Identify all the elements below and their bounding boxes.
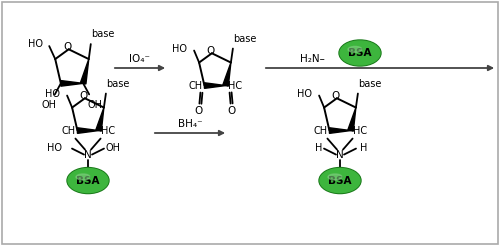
Text: HO: HO xyxy=(47,143,62,153)
Ellipse shape xyxy=(67,168,109,194)
Text: O: O xyxy=(332,91,340,101)
Polygon shape xyxy=(330,128,350,133)
Text: IO₄⁻: IO₄⁻ xyxy=(130,54,150,64)
Text: HO: HO xyxy=(45,89,60,99)
Ellipse shape xyxy=(76,174,90,180)
Text: O: O xyxy=(228,106,235,116)
Text: N: N xyxy=(84,150,92,160)
Polygon shape xyxy=(78,128,98,133)
FancyBboxPatch shape xyxy=(2,2,498,244)
Polygon shape xyxy=(96,108,104,131)
Text: HO: HO xyxy=(297,89,312,99)
Text: HO: HO xyxy=(28,39,43,49)
Text: base: base xyxy=(233,33,256,44)
Polygon shape xyxy=(80,59,89,84)
Ellipse shape xyxy=(319,168,361,194)
Polygon shape xyxy=(348,108,356,131)
Text: OH: OH xyxy=(106,143,121,153)
Text: HC: HC xyxy=(228,80,241,91)
Ellipse shape xyxy=(320,169,360,193)
Text: H₂N–: H₂N– xyxy=(300,54,325,64)
Text: O: O xyxy=(194,106,202,116)
Polygon shape xyxy=(204,83,226,88)
Text: BSA: BSA xyxy=(348,48,372,58)
Text: CH: CH xyxy=(314,125,328,136)
Polygon shape xyxy=(223,62,231,86)
Text: OH: OH xyxy=(42,100,56,110)
Text: base: base xyxy=(91,29,114,39)
Text: HC: HC xyxy=(100,125,114,136)
Text: CH: CH xyxy=(188,80,202,91)
Text: H: H xyxy=(360,143,368,153)
Text: O: O xyxy=(64,42,72,52)
Ellipse shape xyxy=(348,46,362,52)
Text: BSA: BSA xyxy=(328,176,352,185)
Ellipse shape xyxy=(339,40,381,66)
Ellipse shape xyxy=(340,41,380,65)
Text: HC: HC xyxy=(352,125,366,136)
Text: H: H xyxy=(314,143,322,153)
Polygon shape xyxy=(61,81,83,86)
Text: base: base xyxy=(106,78,130,89)
Ellipse shape xyxy=(68,169,108,193)
Text: O: O xyxy=(80,91,88,101)
Text: O: O xyxy=(206,46,215,56)
Text: base: base xyxy=(358,78,382,89)
Text: BH₄⁻: BH₄⁻ xyxy=(178,119,203,129)
Text: BSA: BSA xyxy=(76,176,100,185)
Text: CH: CH xyxy=(62,125,76,136)
Text: OH: OH xyxy=(88,100,102,110)
Text: HO: HO xyxy=(172,44,187,54)
Ellipse shape xyxy=(328,174,342,180)
Text: N: N xyxy=(336,150,344,160)
